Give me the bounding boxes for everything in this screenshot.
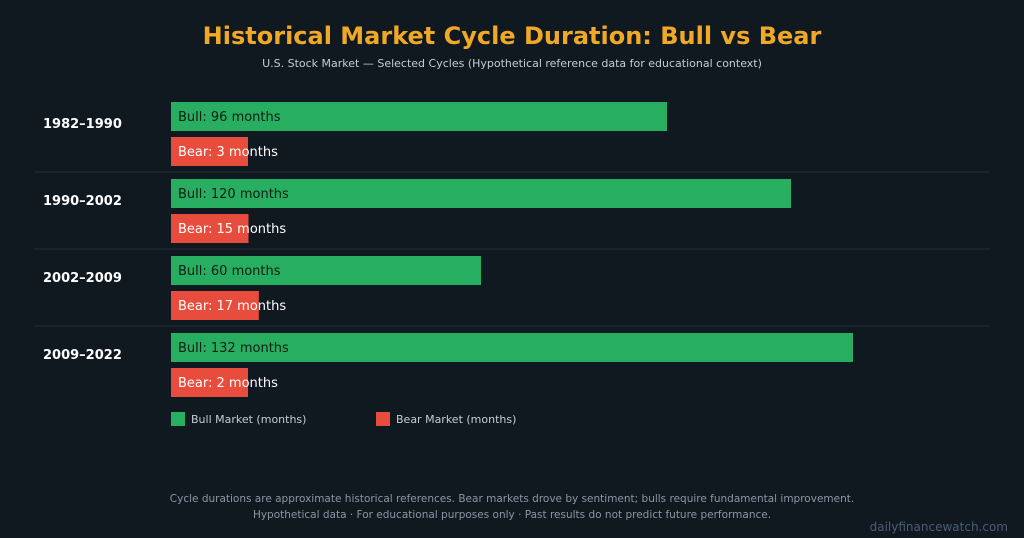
bear-bar [171,137,248,166]
bull-bar [171,256,481,285]
footnote-educational: Hypothetical data · For educational purp… [252,509,772,521]
category-label: 1982–1990 [43,117,122,132]
bull-legend-swatch [171,412,185,426]
bull-data-label: Bull: 96 months [178,110,281,125]
chart-title: Historical Market Cycle Duration: Bull v… [202,22,822,50]
category-label: 1990–2002 [43,194,122,209]
bear-data-label: Bear: 3 months [178,145,278,160]
footnote-disclaimer: Cycle durations are approximate historic… [169,493,855,505]
bull-bar [171,179,791,208]
bear-legend-label: Bear Market (months) [396,413,516,426]
bear-data-label: Bear: 15 months [178,222,286,237]
bull-bar [171,102,667,131]
bull-bar [171,333,853,362]
bear-data-label: Bear: 17 months [178,299,286,314]
bull-data-label: Bull: 132 months [178,341,289,356]
bull-legend-label: Bull Market (months) [191,413,306,426]
bear-bar [171,368,248,397]
bull-data-label: Bull: 60 months [178,264,281,279]
bear-bar [171,291,259,320]
category-label: 2002–2009 [43,271,122,286]
bull-data-label: Bull: 120 months [178,187,289,202]
site-watermark: dailyfinancewatch.com [869,520,1008,534]
chart-subtitle: U.S. Stock Market — Selected Cycles (Hyp… [262,57,762,70]
bear-bar [171,214,249,243]
category-label: 2009–2022 [43,348,122,363]
bear-legend-swatch [376,412,390,426]
bear-data-label: Bear: 2 months [178,376,278,391]
